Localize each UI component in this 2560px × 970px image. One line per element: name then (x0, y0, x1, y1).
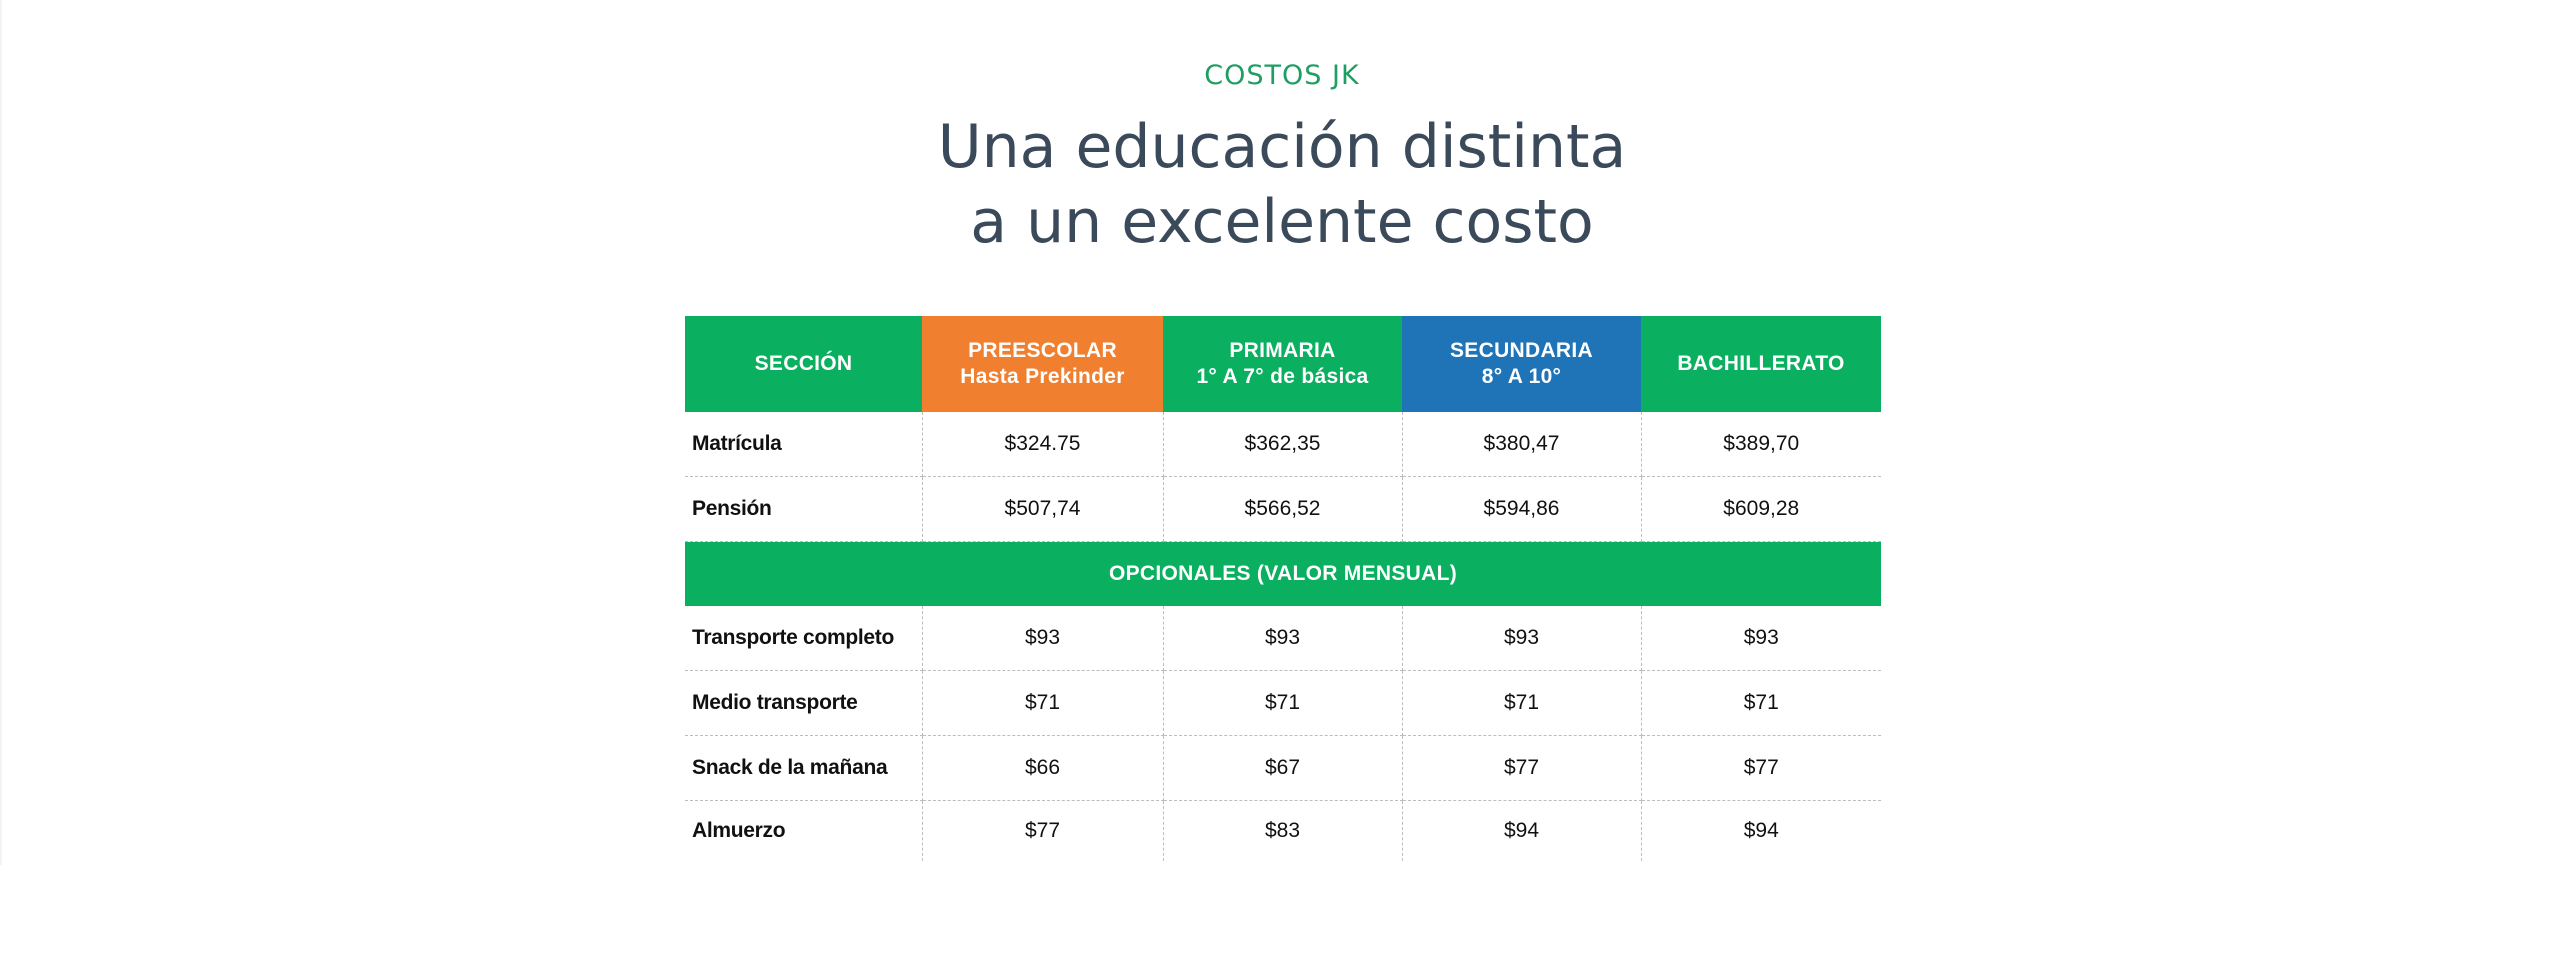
header-primaria-title: PRIMARIA (1229, 339, 1336, 362)
cell-value: $71 (1402, 670, 1642, 736)
cell-value: $507,74 (922, 476, 1164, 542)
table-row: Medio transporte $71 $71 $71 $71 (685, 670, 1881, 736)
table-row: Snack de la mañana $66 $67 $77 $77 (685, 735, 1881, 801)
row-label: Transporte completo (685, 606, 923, 671)
header-seccion: SECCIÓN (685, 316, 922, 412)
cell-value: $71 (922, 670, 1164, 736)
header-secundaria-subtitle: 8° A 10° (1481, 365, 1562, 388)
content-area: COSTOS JK Una educación distinta a un ex… (0, 0, 2560, 865)
cell-value: $93 (922, 606, 1164, 671)
headline-line-2: a un excelente costo (970, 187, 1594, 257)
row-label: Snack de la mañana (685, 735, 923, 801)
cell-value: $94 (1402, 800, 1642, 861)
cell-value: $94 (1743, 819, 1779, 842)
header-bachillerato-label: BACHILLERATO (1677, 352, 1845, 375)
cell-value: $77 (1641, 735, 1881, 801)
header-primaria: PRIMARIA 1° A 7° de básica (1163, 316, 1402, 412)
cell-value: $71 (1163, 670, 1403, 736)
row-label: Matrícula (685, 412, 923, 477)
header-primaria-subtitle: 1° A 7° de básica (1196, 365, 1369, 388)
cell-value: $67 (1163, 735, 1403, 801)
cell-value: $83 (1163, 800, 1403, 861)
header-preescolar-title: PREESCOLAR (968, 339, 1117, 362)
cell-value: $71 (1641, 670, 1881, 736)
header-bachillerato: BACHILLERATO (1641, 316, 1881, 412)
cell-value: $93 (1402, 606, 1642, 671)
headline-line-1: Una educación distinta (937, 112, 1627, 182)
cell-value: $324.75 (922, 412, 1164, 477)
cell-value: $594,86 (1402, 476, 1642, 542)
cell-value: $77 (922, 800, 1164, 861)
table-row: Pensión $507,74 $566,52 $594,86 $609,28 (685, 476, 1881, 542)
cell-value: $609,28 (1641, 476, 1881, 542)
header-secundaria: SECUNDARIA 8° A 10° (1402, 316, 1641, 412)
header-seccion-label: SECCIÓN (754, 352, 853, 375)
section-eyebrow: COSTOS JK (1204, 60, 1360, 91)
costs-table: SECCIÓN PREESCOLAR Hasta Prekinder PRIMA… (685, 316, 1881, 861)
cell-value: $566,52 (1163, 476, 1403, 542)
optional-section-header: OPCIONALES (VALOR MENSUAL) (685, 541, 1881, 606)
table-row: Almuerzo $77 $83 $94 $94 (685, 800, 1881, 861)
cell-value: $77 (1402, 735, 1642, 801)
row-label: Medio transporte (685, 670, 923, 736)
cell-value: $93 (1163, 606, 1403, 671)
table-row: Transporte completo $93 $93 $93 $93 (685, 606, 1881, 671)
cell-value: $389,70 (1641, 412, 1881, 477)
row-label: Pensión (685, 476, 923, 542)
cell-value: $93 (1641, 606, 1881, 671)
cell-value: $66 (922, 735, 1164, 801)
table-row: Matrícula $324.75 $362,35 $380,47 $389,7… (685, 412, 1881, 477)
table-header-row: SECCIÓN PREESCOLAR Hasta Prekinder PRIMA… (685, 316, 1881, 412)
header-secundaria-title: SECUNDARIA (1449, 339, 1593, 362)
cell-value: $362,35 (1163, 412, 1403, 477)
header-preescolar: PREESCOLAR Hasta Prekinder (922, 316, 1163, 412)
row-label: Almuerzo (685, 800, 923, 861)
page-headline: Una educación distinta a un excelente co… (2, 110, 2560, 260)
cell-value: $380,47 (1402, 412, 1642, 477)
optional-section-label: OPCIONALES (VALOR MENSUAL) (685, 541, 1881, 606)
header-preescolar-subtitle: Hasta Prekinder (960, 365, 1125, 388)
